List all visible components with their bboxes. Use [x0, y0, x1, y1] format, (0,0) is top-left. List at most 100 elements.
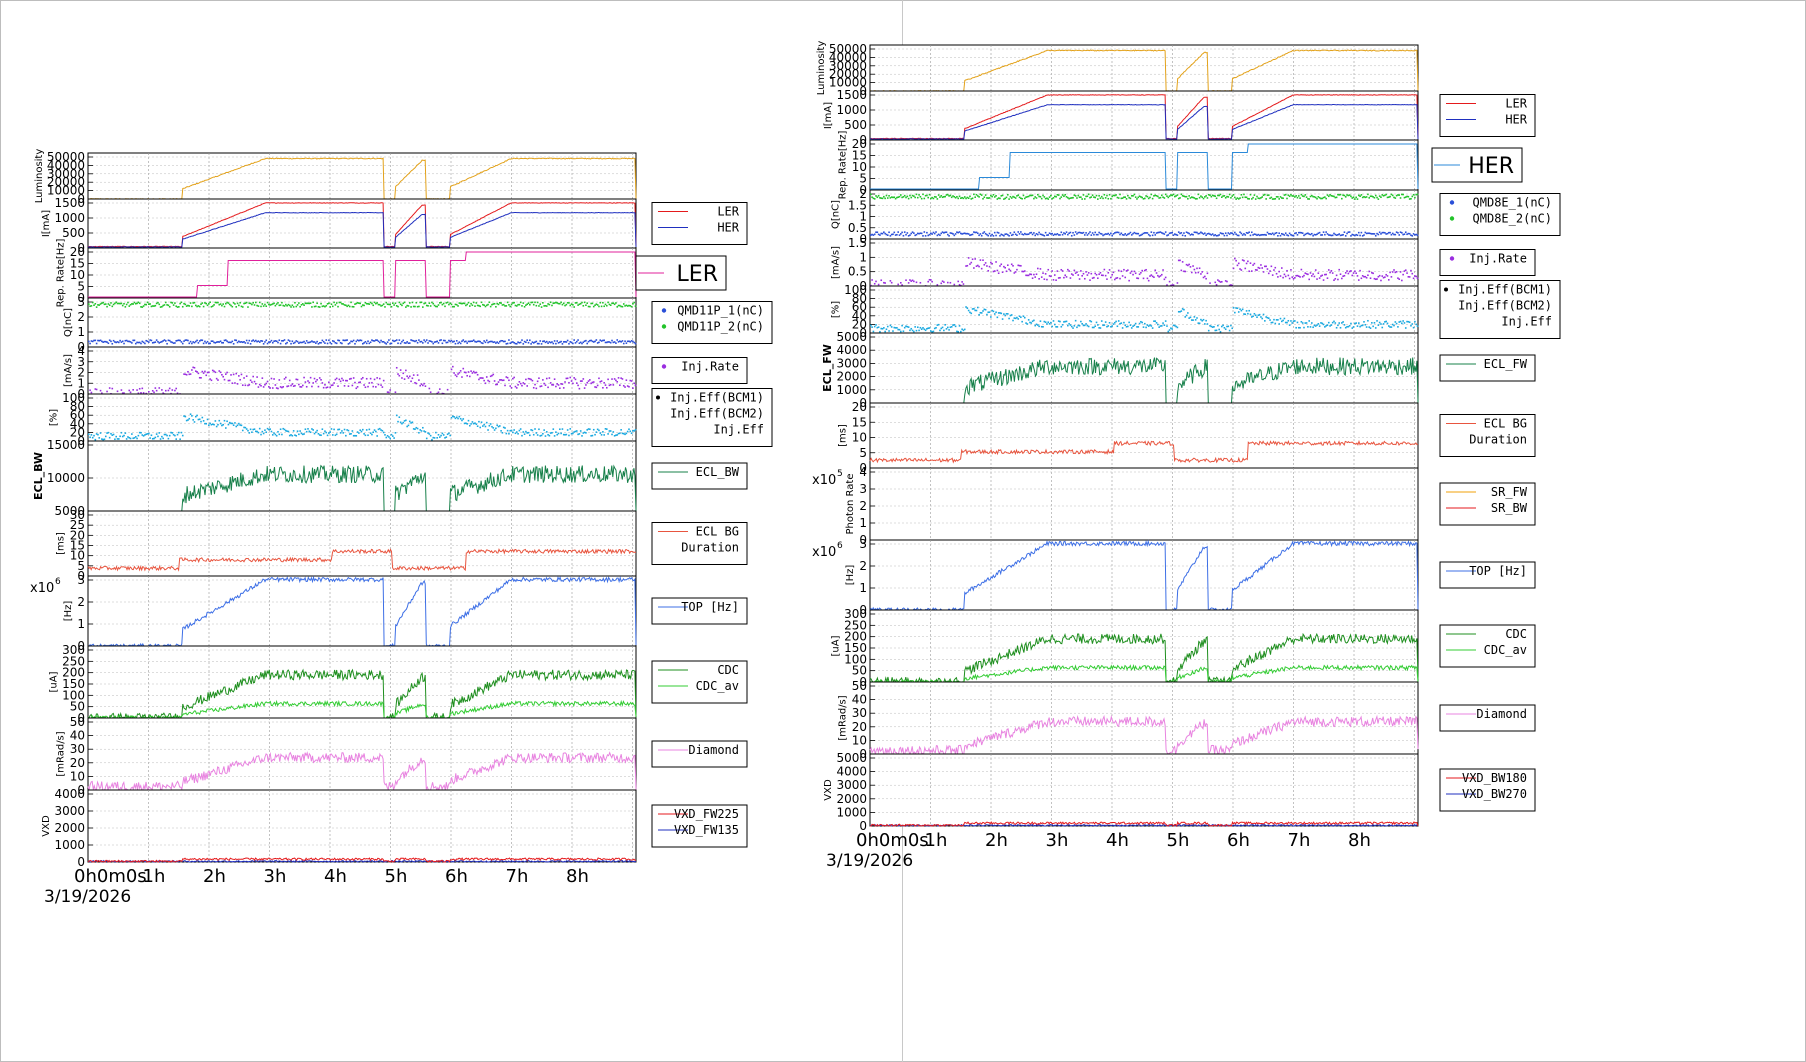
- data-point: [159, 438, 162, 440]
- legend-label: ECL_FW: [1484, 357, 1528, 371]
- data-point: [1356, 198, 1359, 200]
- legend-label: CDC: [717, 663, 739, 677]
- data-point: [330, 303, 333, 306]
- data-point: [993, 231, 996, 234]
- panel-frame: [869, 609, 1419, 683]
- data-point: [1406, 195, 1408, 198]
- data-point: [1119, 233, 1121, 236]
- x-tick-label: 2h: [203, 866, 226, 887]
- data-point: [1390, 326, 1393, 328]
- data-point: [1183, 232, 1185, 234]
- data-point: [1073, 269, 1076, 272]
- data-point: [500, 430, 502, 432]
- data-point: [1288, 232, 1291, 235]
- data-point: [1119, 277, 1121, 280]
- data-point: [529, 378, 531, 380]
- data-point: [954, 325, 957, 328]
- data-point: [974, 258, 976, 260]
- data-point: [1243, 313, 1245, 315]
- data-point: [1335, 234, 1338, 236]
- data-point: [1411, 272, 1414, 275]
- data-point: [191, 415, 193, 417]
- data-point: [265, 431, 268, 433]
- data-point: [150, 339, 153, 342]
- data-point: [583, 340, 586, 342]
- data-point: [1033, 232, 1035, 234]
- data-point: [1138, 322, 1141, 325]
- data-point: [174, 389, 176, 392]
- data-point: [1311, 322, 1313, 324]
- data-point: [236, 341, 239, 344]
- data-point: [1346, 232, 1348, 235]
- data-point: [466, 423, 468, 425]
- y-tick-label: 0: [77, 783, 85, 797]
- data-point: [154, 341, 157, 343]
- data-point: [1284, 275, 1287, 278]
- y-tick-label: 3000: [836, 778, 867, 792]
- data-point: [562, 341, 565, 343]
- data-point: [440, 434, 442, 437]
- data-point: [372, 340, 375, 342]
- y-tick-label: 0: [859, 461, 867, 475]
- data-point: [1223, 234, 1226, 237]
- data-point: [1403, 270, 1406, 272]
- legend-label: LER: [717, 205, 739, 219]
- data-point: [455, 340, 458, 342]
- data-point: [91, 436, 94, 439]
- data-point: [1061, 324, 1064, 326]
- data-point: [450, 416, 453, 419]
- data-point: [916, 326, 919, 329]
- data-point: [142, 305, 145, 307]
- data-point: [536, 434, 539, 436]
- data-point: [253, 428, 256, 430]
- data-point: [1171, 284, 1173, 286]
- data-point: [1059, 234, 1061, 236]
- data-point: [1321, 322, 1324, 325]
- data-point: [1003, 313, 1005, 315]
- legend-label: ECL BG: [1484, 417, 1527, 431]
- data-point: [1111, 195, 1113, 198]
- series-line: [87, 751, 637, 792]
- data-point: [608, 303, 611, 306]
- data-point: [313, 305, 316, 308]
- data-point: [1355, 322, 1357, 324]
- data-point: [946, 233, 949, 236]
- data-point: [210, 340, 213, 342]
- data-point: [949, 194, 952, 197]
- data-point: [896, 327, 898, 329]
- data-point: [1329, 325, 1331, 327]
- data-point: [565, 341, 568, 343]
- data-point: [1029, 232, 1031, 234]
- data-point: [1260, 197, 1262, 199]
- data-point: [582, 304, 585, 307]
- data-point: [1044, 231, 1047, 234]
- data-point: [471, 304, 474, 307]
- data-point: [1077, 194, 1080, 197]
- data-point: [241, 429, 244, 432]
- series-line: [869, 714, 1419, 756]
- data-point: [288, 379, 291, 382]
- data-point: [612, 431, 615, 433]
- data-point: [1013, 317, 1016, 319]
- data-point: [1250, 198, 1253, 200]
- y-tick-label: 5: [859, 446, 867, 460]
- data-point: [572, 432, 574, 435]
- data-point: [1138, 234, 1141, 237]
- data-point: [189, 340, 192, 343]
- data-point: [1031, 277, 1034, 280]
- data-point: [617, 432, 620, 435]
- data-point: [1329, 234, 1331, 236]
- data-point: [542, 379, 544, 381]
- y-tick-label: 100: [844, 283, 867, 297]
- data-point: [574, 342, 577, 344]
- data-point: [1038, 325, 1040, 328]
- data-point: [290, 384, 292, 387]
- data-point: [225, 302, 227, 305]
- panel-frame: [869, 44, 1419, 92]
- data-point: [1414, 196, 1416, 199]
- data-point: [201, 416, 204, 419]
- data-point: [566, 339, 569, 342]
- data-point: [890, 281, 893, 284]
- data-point: [213, 341, 215, 344]
- data-point: [1350, 195, 1352, 198]
